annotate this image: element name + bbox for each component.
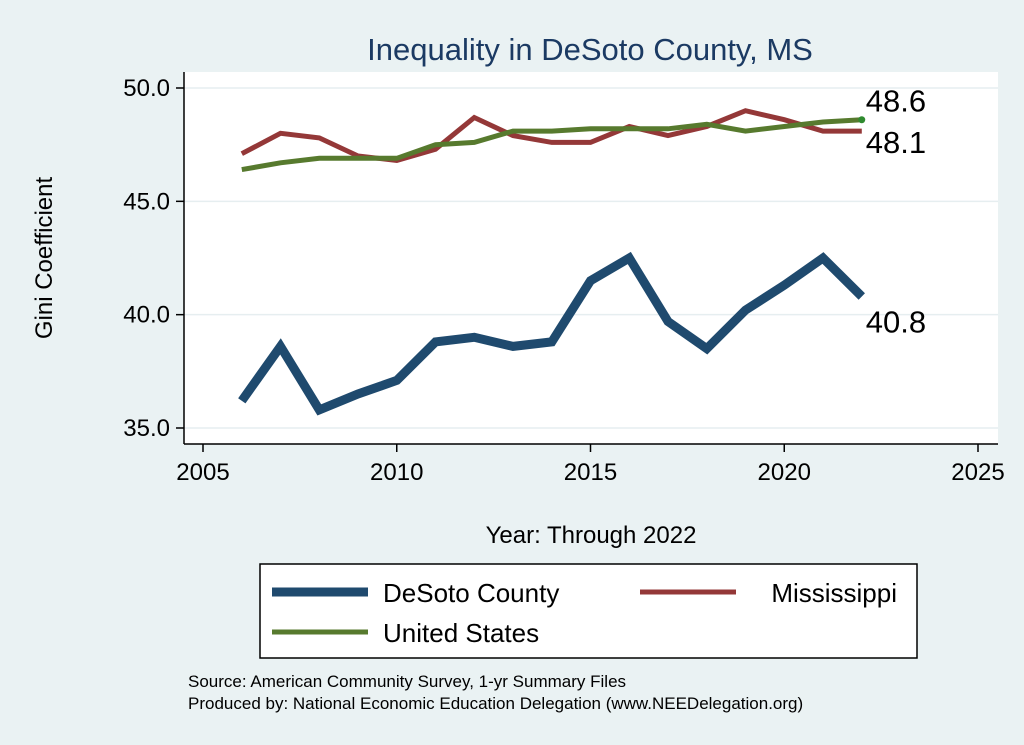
end-label-mississippi: 48.1 bbox=[866, 125, 926, 160]
series-line-united-states bbox=[241, 117, 862, 173]
series-lines bbox=[238, 108, 866, 416]
x-tick-label: 2025 bbox=[951, 459, 1004, 486]
legend-label-mississippi: Mississippi bbox=[771, 578, 897, 608]
gridlines bbox=[184, 87, 998, 429]
source-note: Source: American Community Survey, 1-yr … bbox=[188, 672, 626, 691]
plot-area: 40.8 48.1 48.6 bbox=[184, 72, 998, 444]
legend-label-united-states: United States bbox=[383, 618, 539, 648]
x-tick-label: 2010 bbox=[370, 459, 423, 486]
end-labels: 40.8 48.1 48.6 bbox=[866, 84, 926, 340]
y-ticks: 35.0 40.0 45.0 50.0 bbox=[123, 75, 184, 442]
plot-background bbox=[184, 72, 998, 444]
us-endpoint-marker bbox=[858, 116, 866, 124]
x-tick-label: 2020 bbox=[758, 459, 811, 486]
y-tick-label: 50.0 bbox=[123, 75, 170, 102]
y-tick-label: 35.0 bbox=[123, 415, 170, 442]
series-line-mississippi bbox=[240, 108, 862, 164]
x-tick-label: 2015 bbox=[564, 459, 617, 486]
series-line-desoto-county bbox=[238, 251, 865, 416]
x-ticks: 2005 2010 2015 2020 2025 bbox=[176, 444, 1005, 486]
x-tick-label: 2005 bbox=[176, 459, 229, 486]
end-label-united-states: 48.6 bbox=[866, 84, 926, 119]
x-axis-title: Year: Through 2022 bbox=[486, 522, 697, 549]
y-tick-label: 45.0 bbox=[123, 188, 170, 215]
legend-box bbox=[259, 563, 918, 659]
axes: 35.0 40.0 45.0 50.0 2005 2010 2015 2020 2025 bbox=[123, 72, 1005, 486]
produced-by-note: Produced by: National Economic Education… bbox=[188, 694, 803, 713]
legend: DeSoto County Mississippi United States bbox=[259, 563, 918, 659]
chart-title: Inequality in DeSoto County, MS bbox=[367, 32, 813, 67]
y-tick-label: 40.0 bbox=[123, 302, 170, 329]
y-axis-title: Gini Coefficient bbox=[31, 177, 58, 340]
legend-label-desoto-county: DeSoto County bbox=[383, 578, 559, 608]
end-label-desoto-county: 40.8 bbox=[866, 305, 926, 340]
